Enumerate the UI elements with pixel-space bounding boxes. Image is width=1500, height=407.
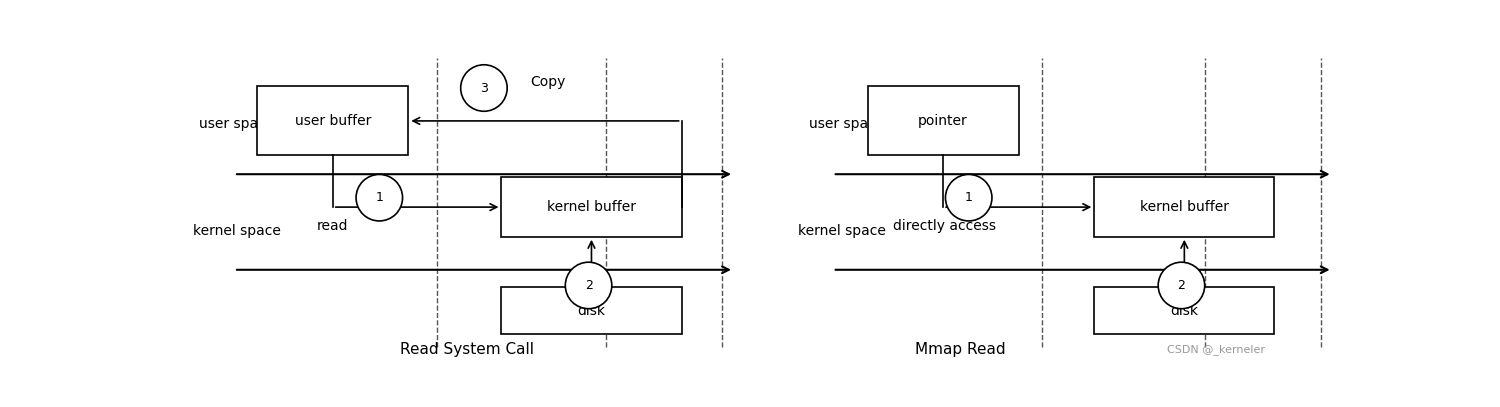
- FancyBboxPatch shape: [501, 177, 681, 237]
- Text: user space: user space: [810, 117, 885, 131]
- Text: pointer: pointer: [918, 114, 968, 128]
- Text: Copy: Copy: [531, 75, 566, 89]
- Text: Read System Call: Read System Call: [399, 342, 534, 357]
- Text: kernel space: kernel space: [798, 223, 885, 238]
- Text: kernel buffer: kernel buffer: [548, 200, 636, 214]
- Ellipse shape: [945, 175, 992, 221]
- Text: CSDN @_kerneler: CSDN @_kerneler: [1167, 344, 1266, 355]
- Ellipse shape: [1158, 262, 1204, 309]
- Text: 1: 1: [964, 191, 972, 204]
- FancyBboxPatch shape: [258, 86, 408, 155]
- Text: Mmap Read: Mmap Read: [915, 342, 1007, 357]
- Text: read: read: [316, 219, 348, 233]
- FancyBboxPatch shape: [501, 287, 681, 334]
- Ellipse shape: [566, 262, 612, 309]
- FancyBboxPatch shape: [867, 86, 1018, 155]
- Text: kernel space: kernel space: [194, 223, 280, 238]
- Text: 2: 2: [585, 279, 592, 292]
- FancyBboxPatch shape: [1094, 177, 1275, 237]
- Ellipse shape: [356, 175, 402, 221]
- Text: user space: user space: [200, 117, 274, 131]
- Text: disk: disk: [578, 304, 606, 317]
- Text: directly access: directly access: [892, 219, 996, 233]
- FancyBboxPatch shape: [1094, 287, 1275, 334]
- Text: disk: disk: [1170, 304, 1198, 317]
- Ellipse shape: [460, 65, 507, 111]
- Text: 1: 1: [375, 191, 384, 204]
- Text: kernel buffer: kernel buffer: [1140, 200, 1228, 214]
- Text: user buffer: user buffer: [294, 114, 370, 128]
- Text: 2: 2: [1178, 279, 1185, 292]
- Text: 3: 3: [480, 81, 488, 94]
